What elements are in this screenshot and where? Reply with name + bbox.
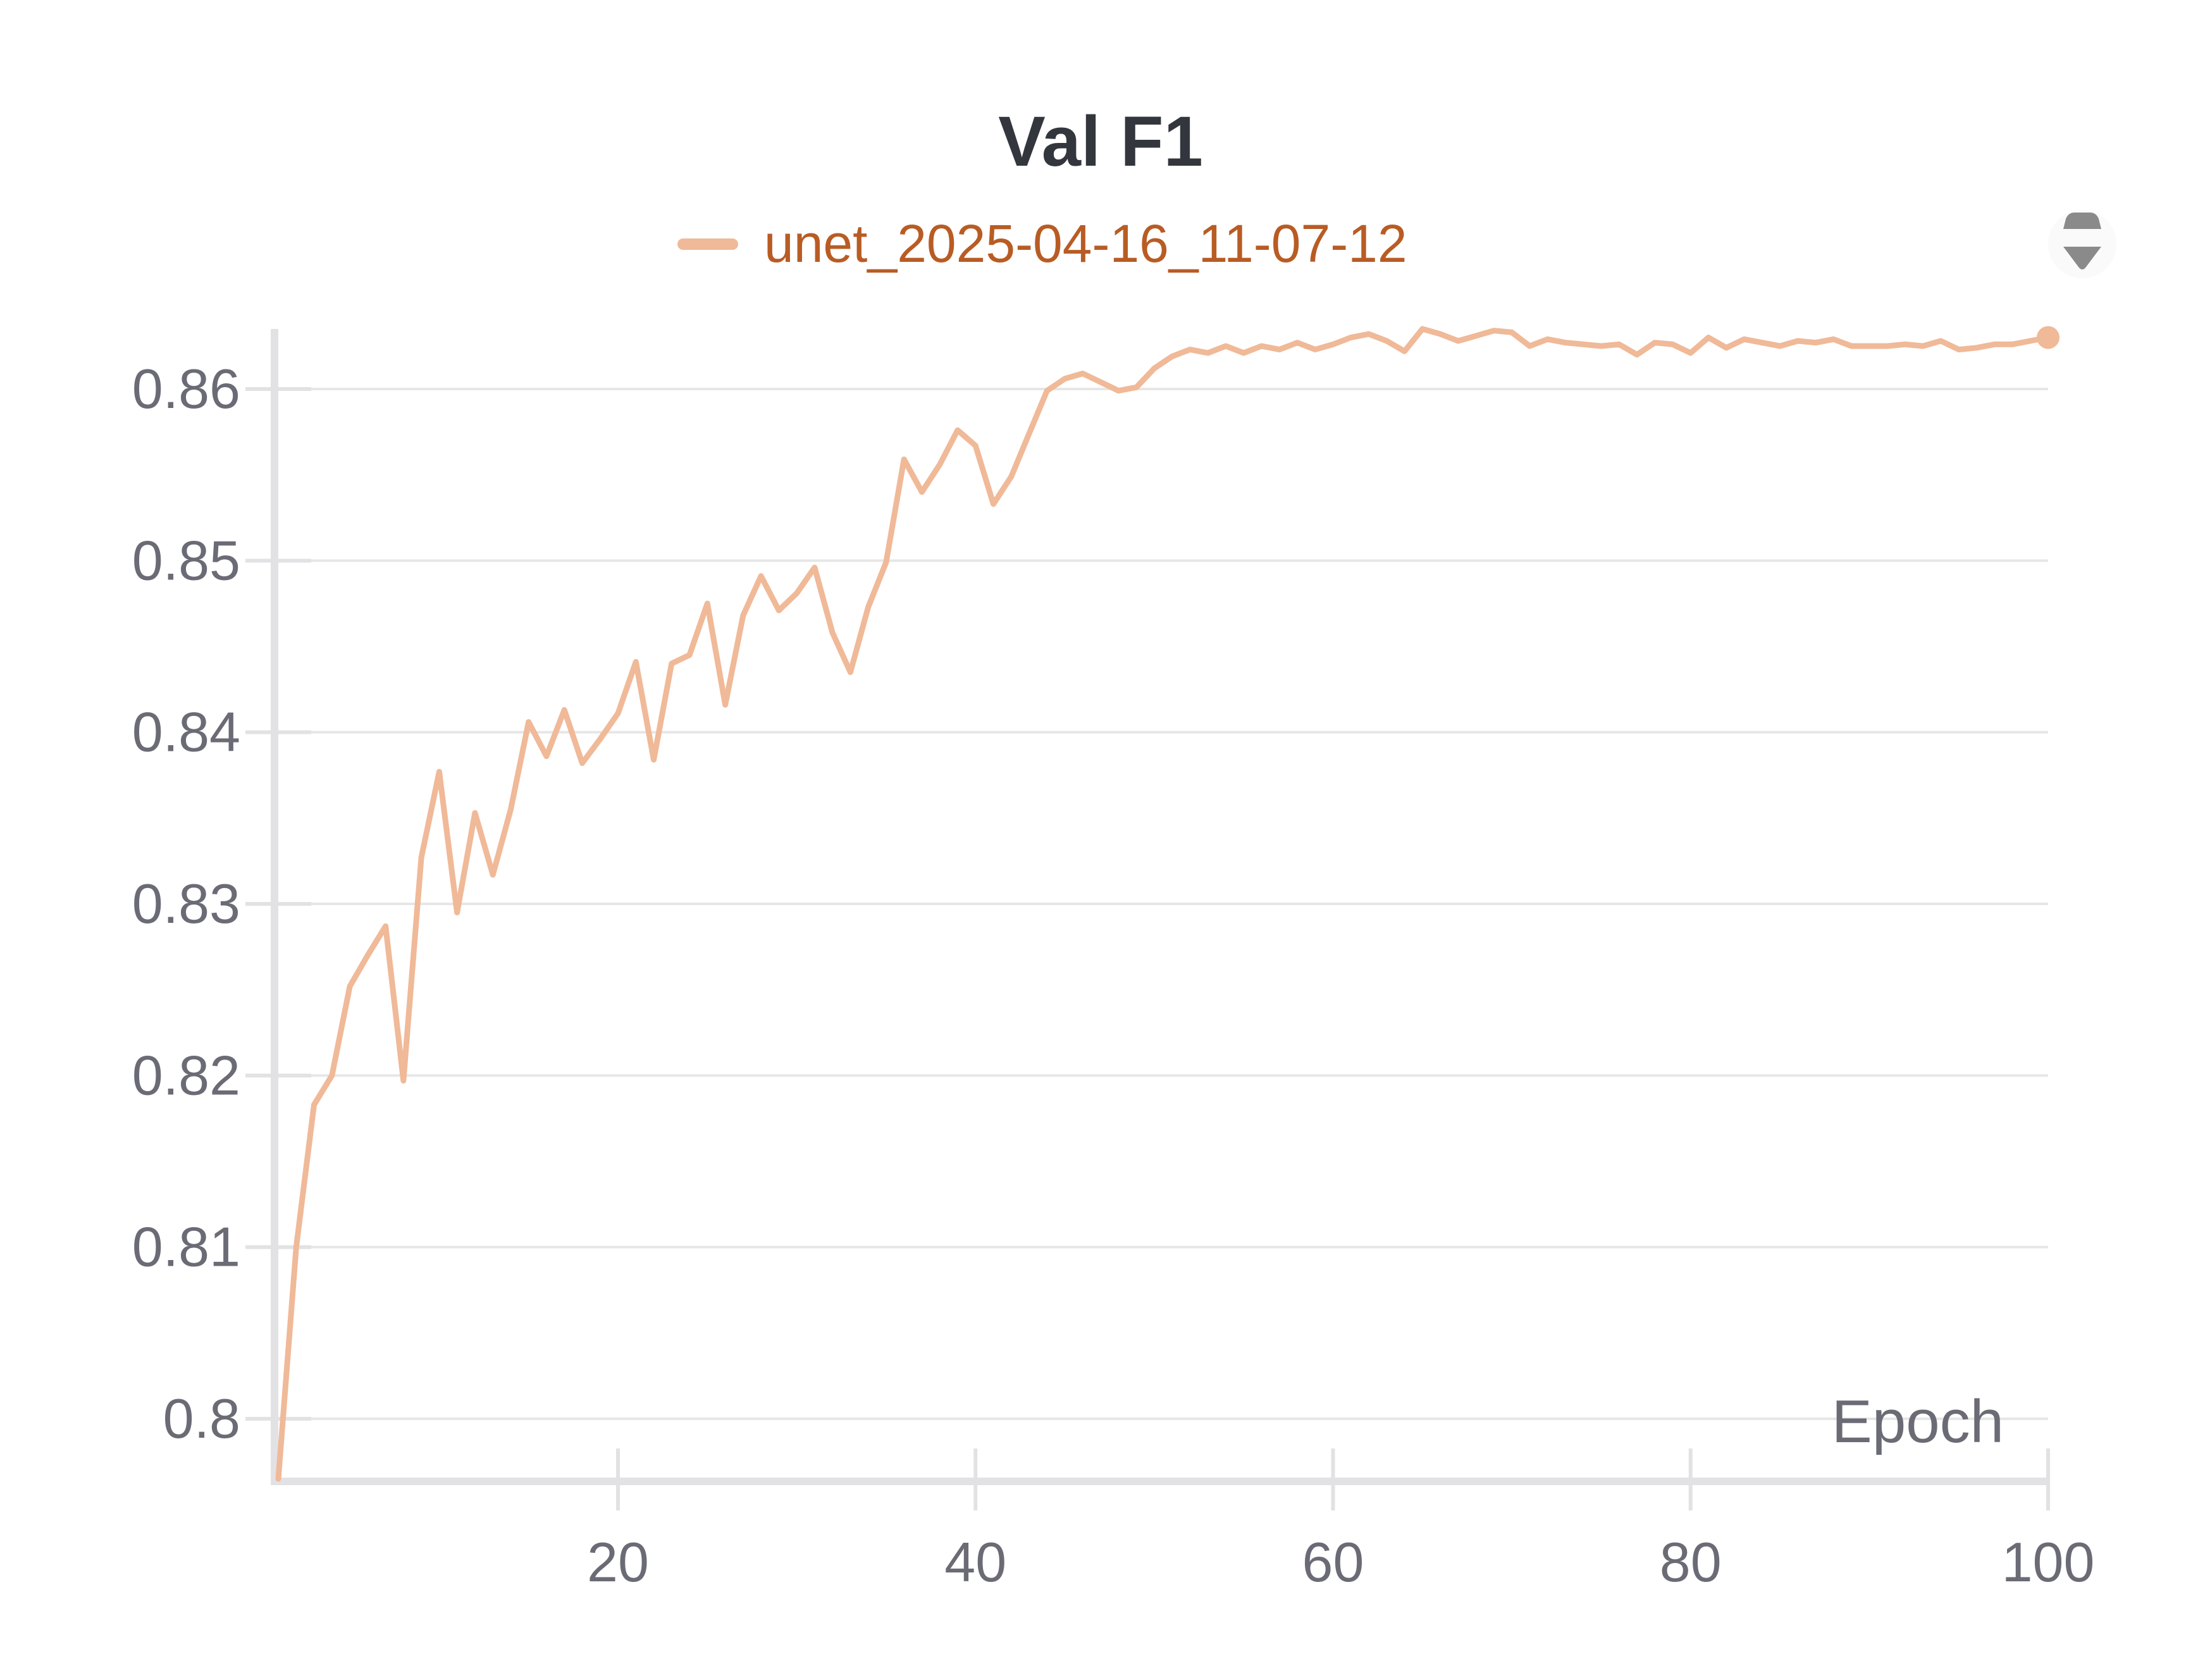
chart-title: Val F1 bbox=[998, 102, 1203, 181]
x-axis-title: Epoch bbox=[1832, 1388, 2004, 1455]
sort-arrows-icon bbox=[2063, 213, 2101, 269]
y-axis-ticks: 0.8 0.81 0.82 0.83 0.84 0.85 0.86 bbox=[132, 357, 311, 1450]
legend-series-label: unet_2025-04-16_11-07-12 bbox=[764, 214, 1407, 273]
legend-scroll-control[interactable] bbox=[2048, 210, 2116, 278]
x-tick-label: 40 bbox=[944, 1531, 1006, 1593]
series-line[interactable] bbox=[275, 326, 2051, 1482]
x-tick-label: 80 bbox=[1660, 1531, 1722, 1593]
y-tick-label: 0.81 bbox=[132, 1216, 240, 1278]
series-end-point[interactable] bbox=[2037, 326, 2059, 349]
series-layer bbox=[275, 326, 2059, 1482]
legend[interactable]: unet_2025-04-16_11-07-12 bbox=[677, 214, 1407, 273]
y-tick-label: 0.82 bbox=[132, 1044, 240, 1106]
axes bbox=[271, 329, 2048, 1485]
y-tick-label: 0.83 bbox=[132, 872, 240, 935]
y-tick-label: 0.8 bbox=[163, 1387, 240, 1450]
y-tick-label: 0.85 bbox=[132, 529, 240, 591]
x-tick-label: 20 bbox=[587, 1531, 649, 1593]
x-tick-label: 60 bbox=[1302, 1531, 1364, 1593]
y-tick-label: 0.86 bbox=[132, 357, 240, 420]
y-tick-label: 0.84 bbox=[132, 701, 240, 763]
grid-lines bbox=[278, 387, 2048, 1421]
x-axis-ticks: 20 40 60 80 100 bbox=[587, 1448, 2094, 1593]
x-tick-label: 100 bbox=[2002, 1531, 2095, 1593]
